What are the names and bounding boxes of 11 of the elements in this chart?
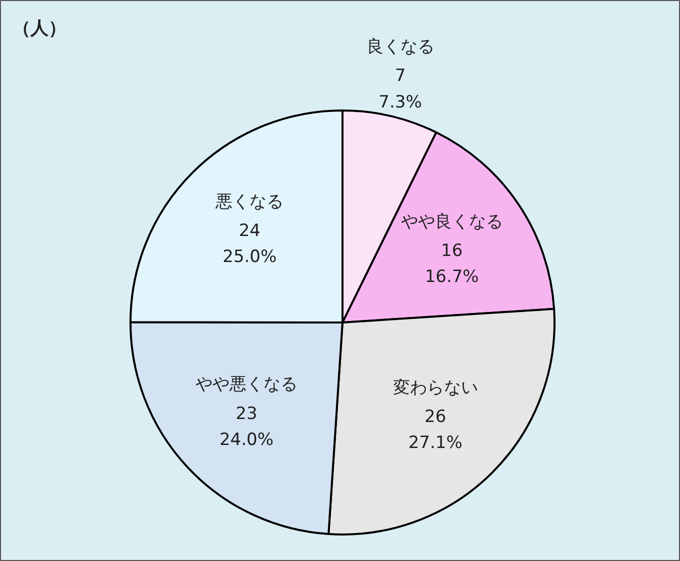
slice-label: やや悪くなる (195, 374, 298, 395)
slice-label: 良くなる (366, 37, 434, 58)
slice-label: 悪くなる (214, 192, 284, 212)
data-label: 16 16.7% (424, 241, 479, 288)
text: （人） (12, 18, 66, 39)
data-label: 26 27.1% (408, 407, 462, 454)
slice-label: やや良くなる (400, 212, 503, 232)
data-label: 23 24.0% (219, 404, 274, 450)
slice-label: 変わらない (392, 378, 478, 398)
data-label: 24 25.0% (222, 220, 277, 268)
data-label: 7 7.3% (378, 66, 422, 112)
